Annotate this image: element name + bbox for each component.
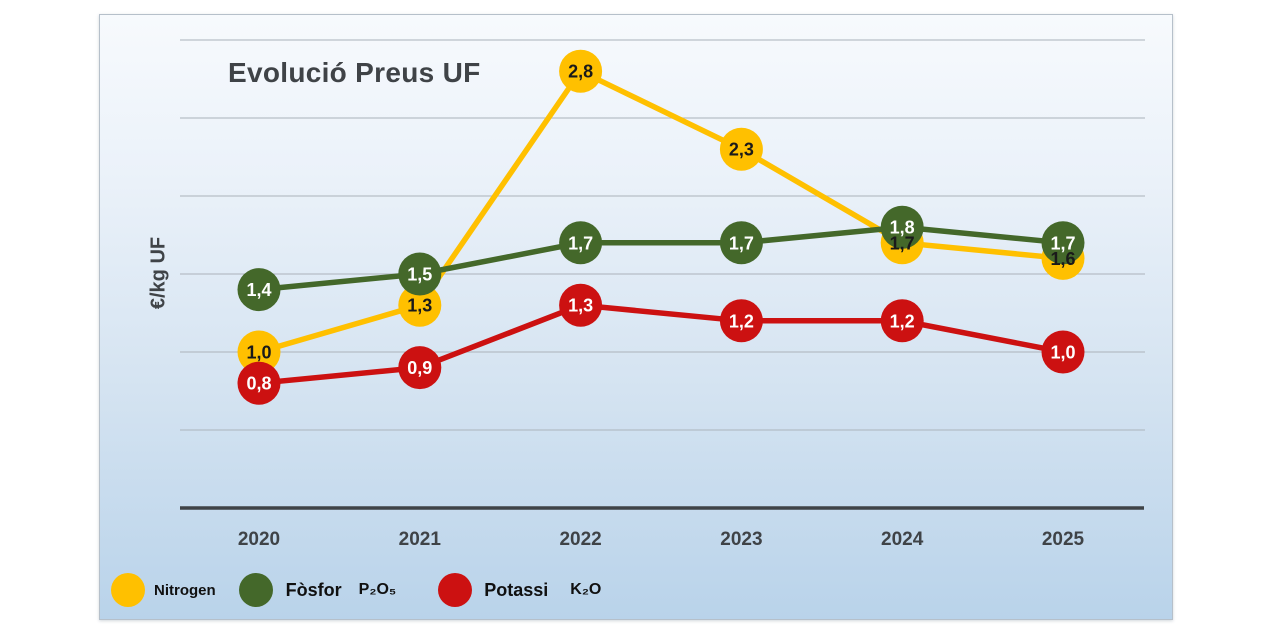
x-tick-2021: 2021 [399,529,442,550]
series-line-potassi [256,302,1066,386]
series-line-fosfor [256,224,1066,293]
data-point-nitrogen-2023 [719,127,763,171]
data-point-potassi-2020 [237,361,281,405]
legend-label-nitrogen: Nitrogen [154,581,216,599]
data-label-nitrogen-2025: 1,6 [1050,249,1075,269]
data-point-fosfor-2024 [880,205,924,249]
chart-panel: 1,0 1,3 2,8 2,3 1,7 1,6 1,4 1,5 1,7 1,7 1,8 1,7 0,8 0… [99,14,1173,620]
data-point-fosfor-2023 [719,221,763,265]
legend-label-fosfor: Fòsfor [285,579,342,600]
series-line-nitrogen [256,67,1066,355]
legend-swatch-nitrogen-icon [111,573,145,607]
legend-item-nitrogen: Nitrogen [111,573,216,607]
legend-formula-potassi: K₂O [570,581,602,598]
data-label-fosfor-2024: 1,8 [890,218,915,238]
plot-area: 1,01,32,82,31,71,61,41,51,7 1,71,81,70,80… [180,39,1145,550]
data-point-potassi-2021 [398,346,442,390]
data-label-potassi-2024: 1,2 [890,311,915,331]
y-axis-label: €/kg UF [147,236,170,310]
legend-swatch-potassi-icon [438,573,473,607]
data-point-nitrogen-2022 [559,49,603,93]
data-label-potassi-2020: 0,8 [246,374,271,394]
x-tick-2022: 2022 [559,529,601,550]
data-label-nitrogen-2024: 1,7 [890,233,915,253]
data-point-fosfor-2022 [559,221,603,265]
data-point-nitrogen-2021 [398,283,442,327]
data-label-nitrogen-2021: 1,3 [407,296,432,316]
data-point-fosfor-2021 [398,252,442,296]
x-tick-2023: 2023 [720,529,762,550]
data-point-fosfor-2020 [237,268,281,312]
chart-title: Evolució Preus UF [228,57,481,88]
data-label-potassi-2021: 0,9 [407,358,432,378]
data-label-potassi-2025: 1,0 [1050,343,1075,363]
legend-swatch-fosfor-icon [238,573,273,607]
data-label-potassi-2023: 1,2 [729,311,754,331]
data-point-potassi-2025 [1041,330,1085,374]
x-tick-2025: 2025 [1042,529,1085,550]
data-label-fosfor-2022: 1,7 [568,233,593,253]
data-label-fosfor-2025: 1,7 [1050,233,1075,253]
data-label-nitrogen-2023: 2,3 [729,140,754,160]
legend-item-potassi: Potassi K₂O [396,573,601,607]
data-point-nitrogen-2020 [237,330,281,374]
data-label-fosfor-2023: 1,7 [729,233,754,253]
data-label-nitrogen-2022: 2,8 [568,62,593,82]
data-label-potassi-2022: 1,3 [568,296,593,316]
x-tick-2024: 2024 [881,529,924,550]
legend: Nitrogen Fòsfor P₂O₅ Potassi K₂O [111,571,601,609]
x-tick-2020: 2020 [238,529,280,550]
legend-label-potassi: Potassi [484,579,549,600]
data-label-fosfor-2021: 1,5 [407,265,432,285]
data-point-potassi-2022 [559,283,603,327]
data-point-fosfor-2025 [1041,221,1085,265]
data-label-fosfor-2020: 1,4 [246,280,271,300]
data-point-potassi-2024 [880,299,924,343]
data-point-potassi-2023 [719,299,763,343]
legend-formula-fosfor: P₂O₅ [358,581,397,598]
data-label-nitrogen-2020: 1,0 [246,343,271,363]
legend-item-fosfor: Fòsfor P₂O₅ [216,573,397,607]
